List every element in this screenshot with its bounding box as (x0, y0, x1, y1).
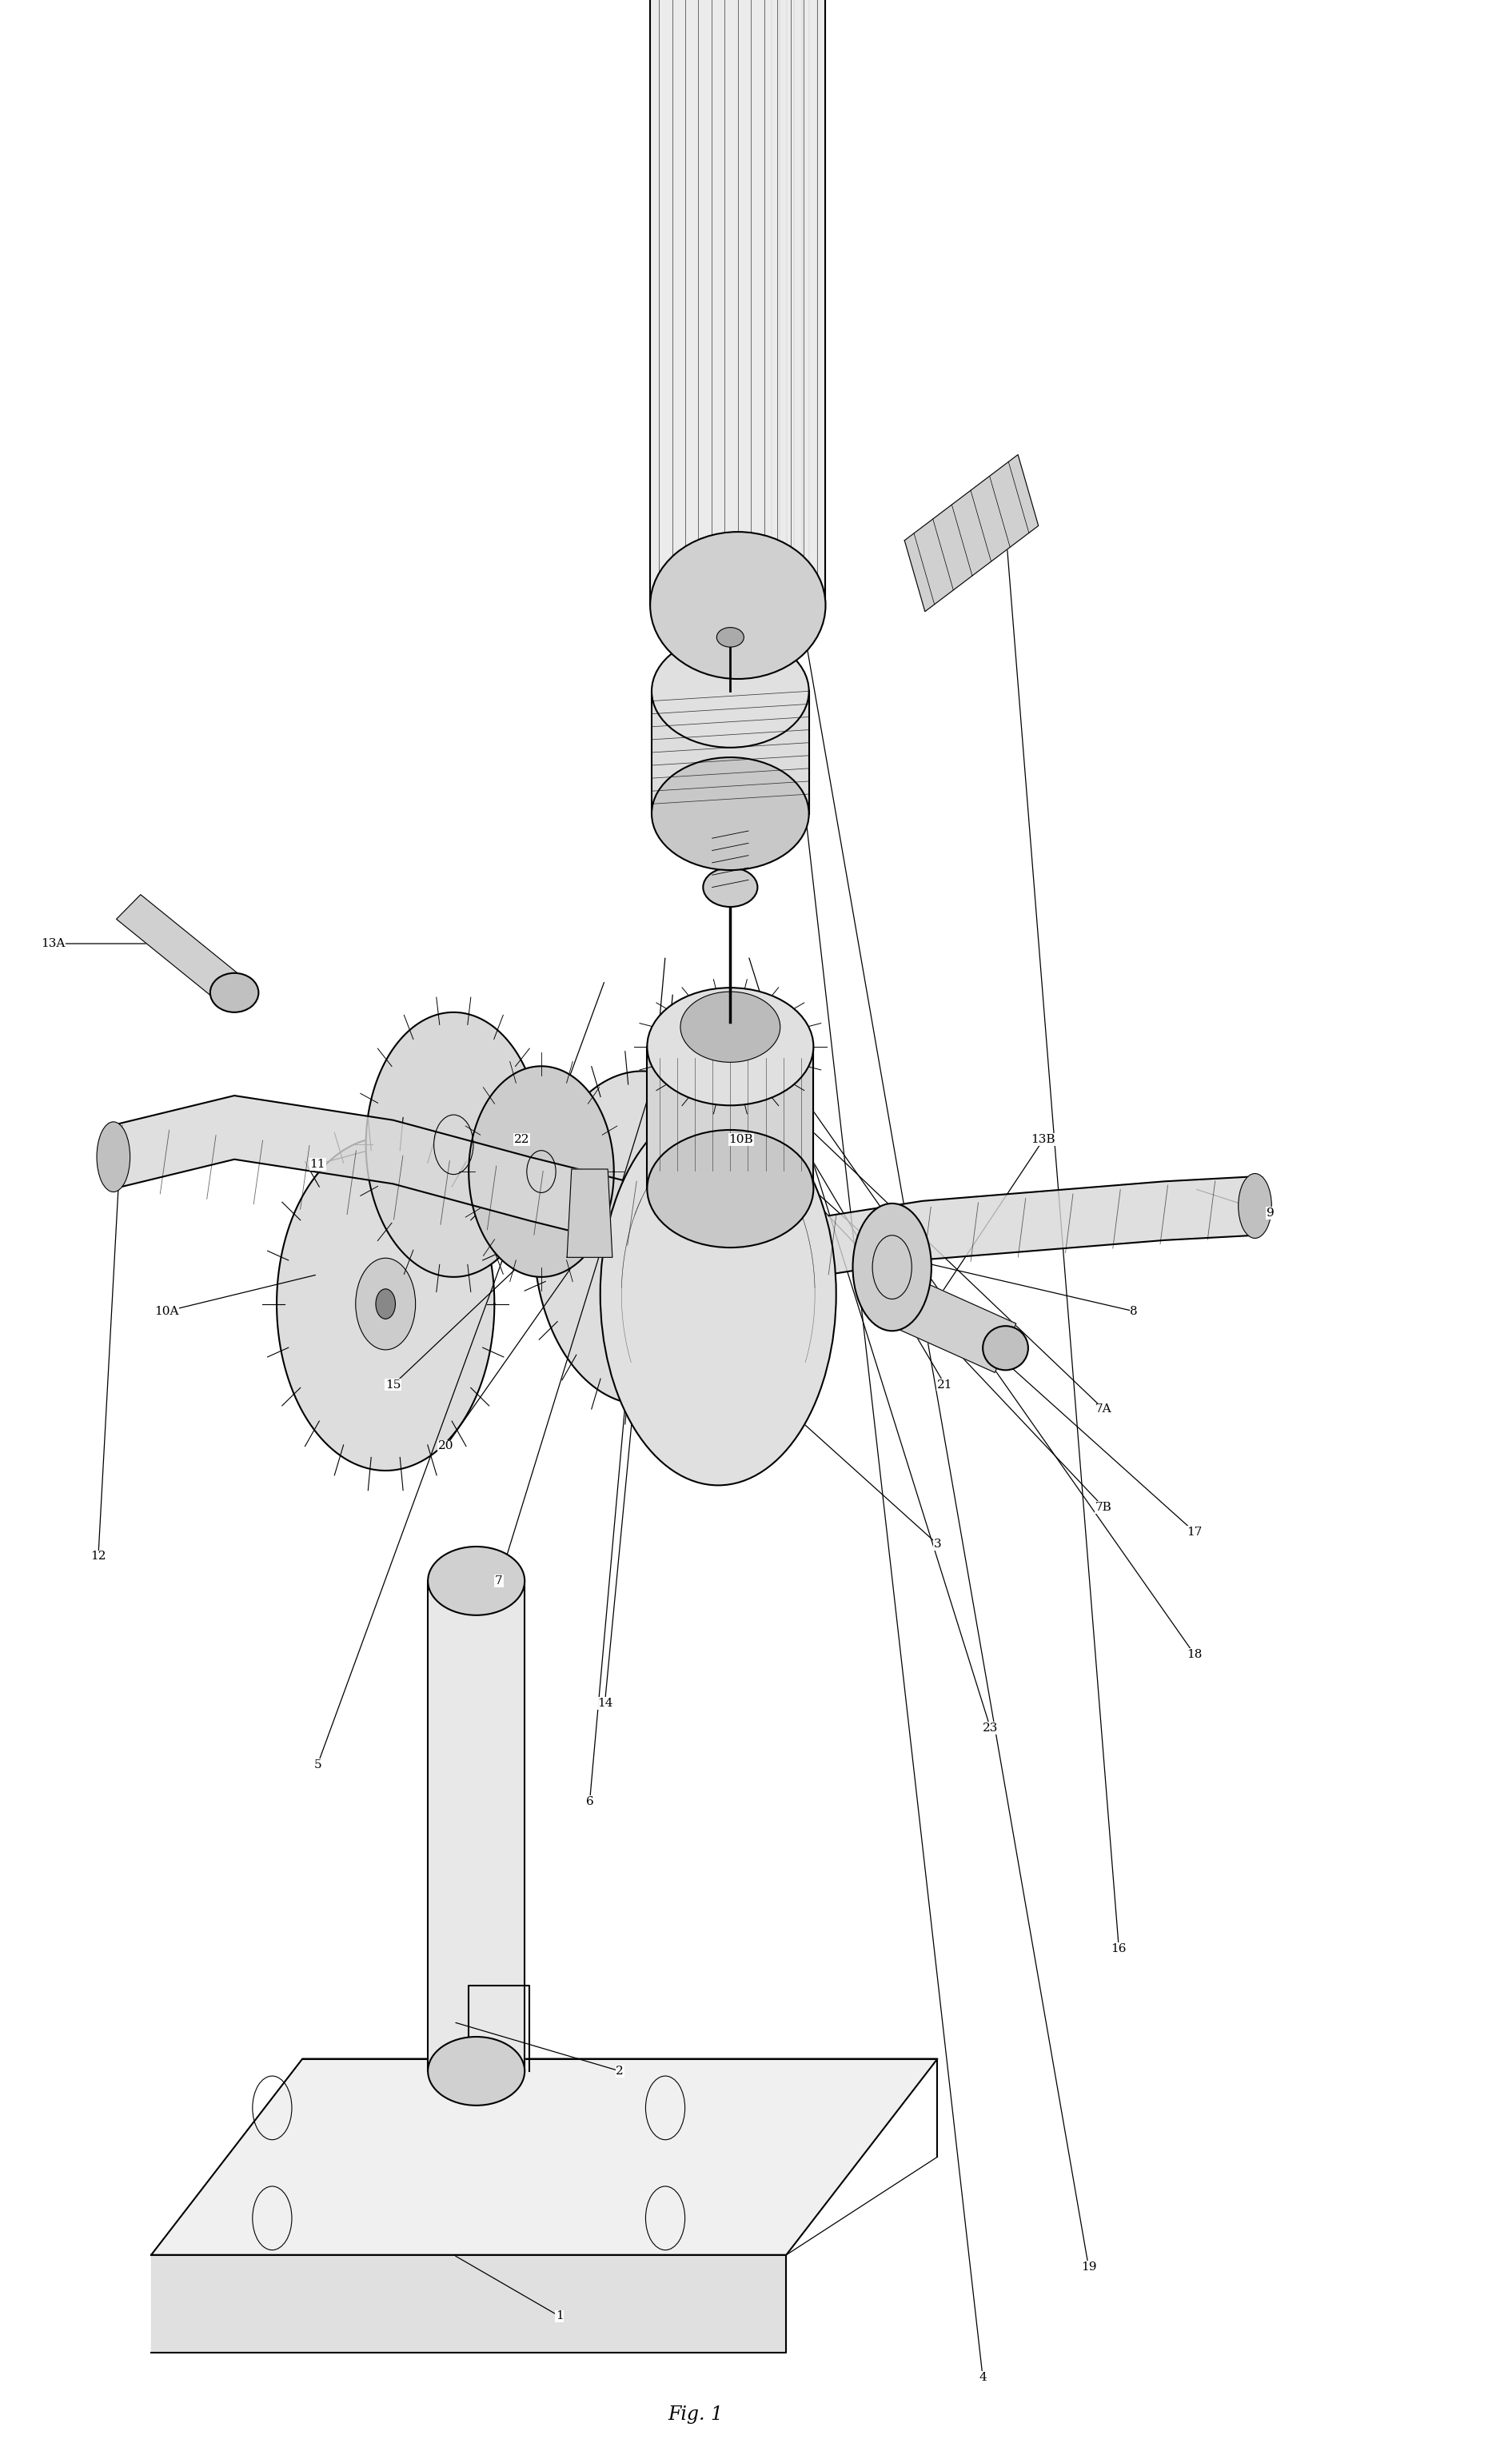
Text: 18: 18 (1187, 1650, 1202, 1659)
Polygon shape (650, 0, 826, 605)
Ellipse shape (647, 988, 813, 1105)
Polygon shape (151, 2255, 786, 2353)
Text: 19: 19 (1081, 2262, 1096, 2272)
Text: 9: 9 (1266, 1208, 1275, 1218)
Polygon shape (567, 1169, 612, 1257)
Polygon shape (647, 1047, 813, 1189)
Polygon shape (904, 456, 1039, 610)
Text: 21: 21 (937, 1380, 953, 1390)
Ellipse shape (1238, 1174, 1272, 1238)
Text: 13A: 13A (41, 939, 65, 949)
Ellipse shape (428, 1547, 525, 1615)
Polygon shape (829, 1176, 1255, 1275)
Polygon shape (469, 1066, 614, 1277)
Ellipse shape (612, 1191, 673, 1284)
Text: 4: 4 (978, 2373, 987, 2382)
Circle shape (853, 1203, 931, 1331)
Polygon shape (113, 1096, 627, 1245)
Polygon shape (116, 895, 246, 1005)
Polygon shape (277, 1137, 494, 1471)
Ellipse shape (650, 532, 826, 679)
Text: 10B: 10B (729, 1135, 753, 1145)
Ellipse shape (210, 973, 259, 1012)
Text: 6: 6 (585, 1797, 594, 1806)
Ellipse shape (376, 1289, 395, 1319)
Ellipse shape (696, 814, 764, 863)
Text: 5: 5 (313, 1760, 322, 1770)
Polygon shape (652, 691, 809, 814)
Text: 23: 23 (983, 1723, 998, 1733)
Ellipse shape (652, 757, 809, 870)
Text: 15: 15 (386, 1380, 401, 1390)
Text: 2: 2 (615, 2066, 624, 2076)
Ellipse shape (983, 1326, 1028, 1370)
Text: 1: 1 (555, 2311, 564, 2321)
Text: 22: 22 (514, 1135, 529, 1145)
Polygon shape (534, 1071, 751, 1404)
Text: 13B: 13B (1031, 1135, 1055, 1145)
Circle shape (600, 1103, 836, 1485)
Ellipse shape (97, 1123, 130, 1191)
Text: 3: 3 (933, 1539, 942, 1549)
Text: 14: 14 (597, 1699, 612, 1708)
Ellipse shape (428, 2037, 525, 2105)
Polygon shape (366, 1012, 541, 1277)
Text: 12: 12 (91, 1551, 106, 1561)
Ellipse shape (355, 1257, 416, 1351)
Polygon shape (151, 2059, 937, 2255)
Text: 7: 7 (494, 1576, 503, 1586)
Ellipse shape (652, 635, 809, 748)
Ellipse shape (680, 993, 780, 1061)
Ellipse shape (717, 627, 744, 647)
Text: 17: 17 (1187, 1527, 1202, 1537)
Text: 8: 8 (1129, 1306, 1139, 1316)
Text: 16: 16 (1111, 1944, 1126, 1953)
Text: 7A: 7A (1096, 1404, 1111, 1414)
Text: Fig. 1: Fig. 1 (668, 2404, 723, 2424)
Polygon shape (897, 1279, 1016, 1373)
Text: 11: 11 (310, 1159, 325, 1169)
Text: 20: 20 (438, 1441, 454, 1451)
Ellipse shape (703, 868, 758, 907)
Text: 7B: 7B (1096, 1502, 1111, 1512)
Ellipse shape (634, 1223, 652, 1252)
Polygon shape (428, 1581, 525, 2071)
Text: 10A: 10A (154, 1306, 178, 1316)
Ellipse shape (647, 1130, 813, 1248)
